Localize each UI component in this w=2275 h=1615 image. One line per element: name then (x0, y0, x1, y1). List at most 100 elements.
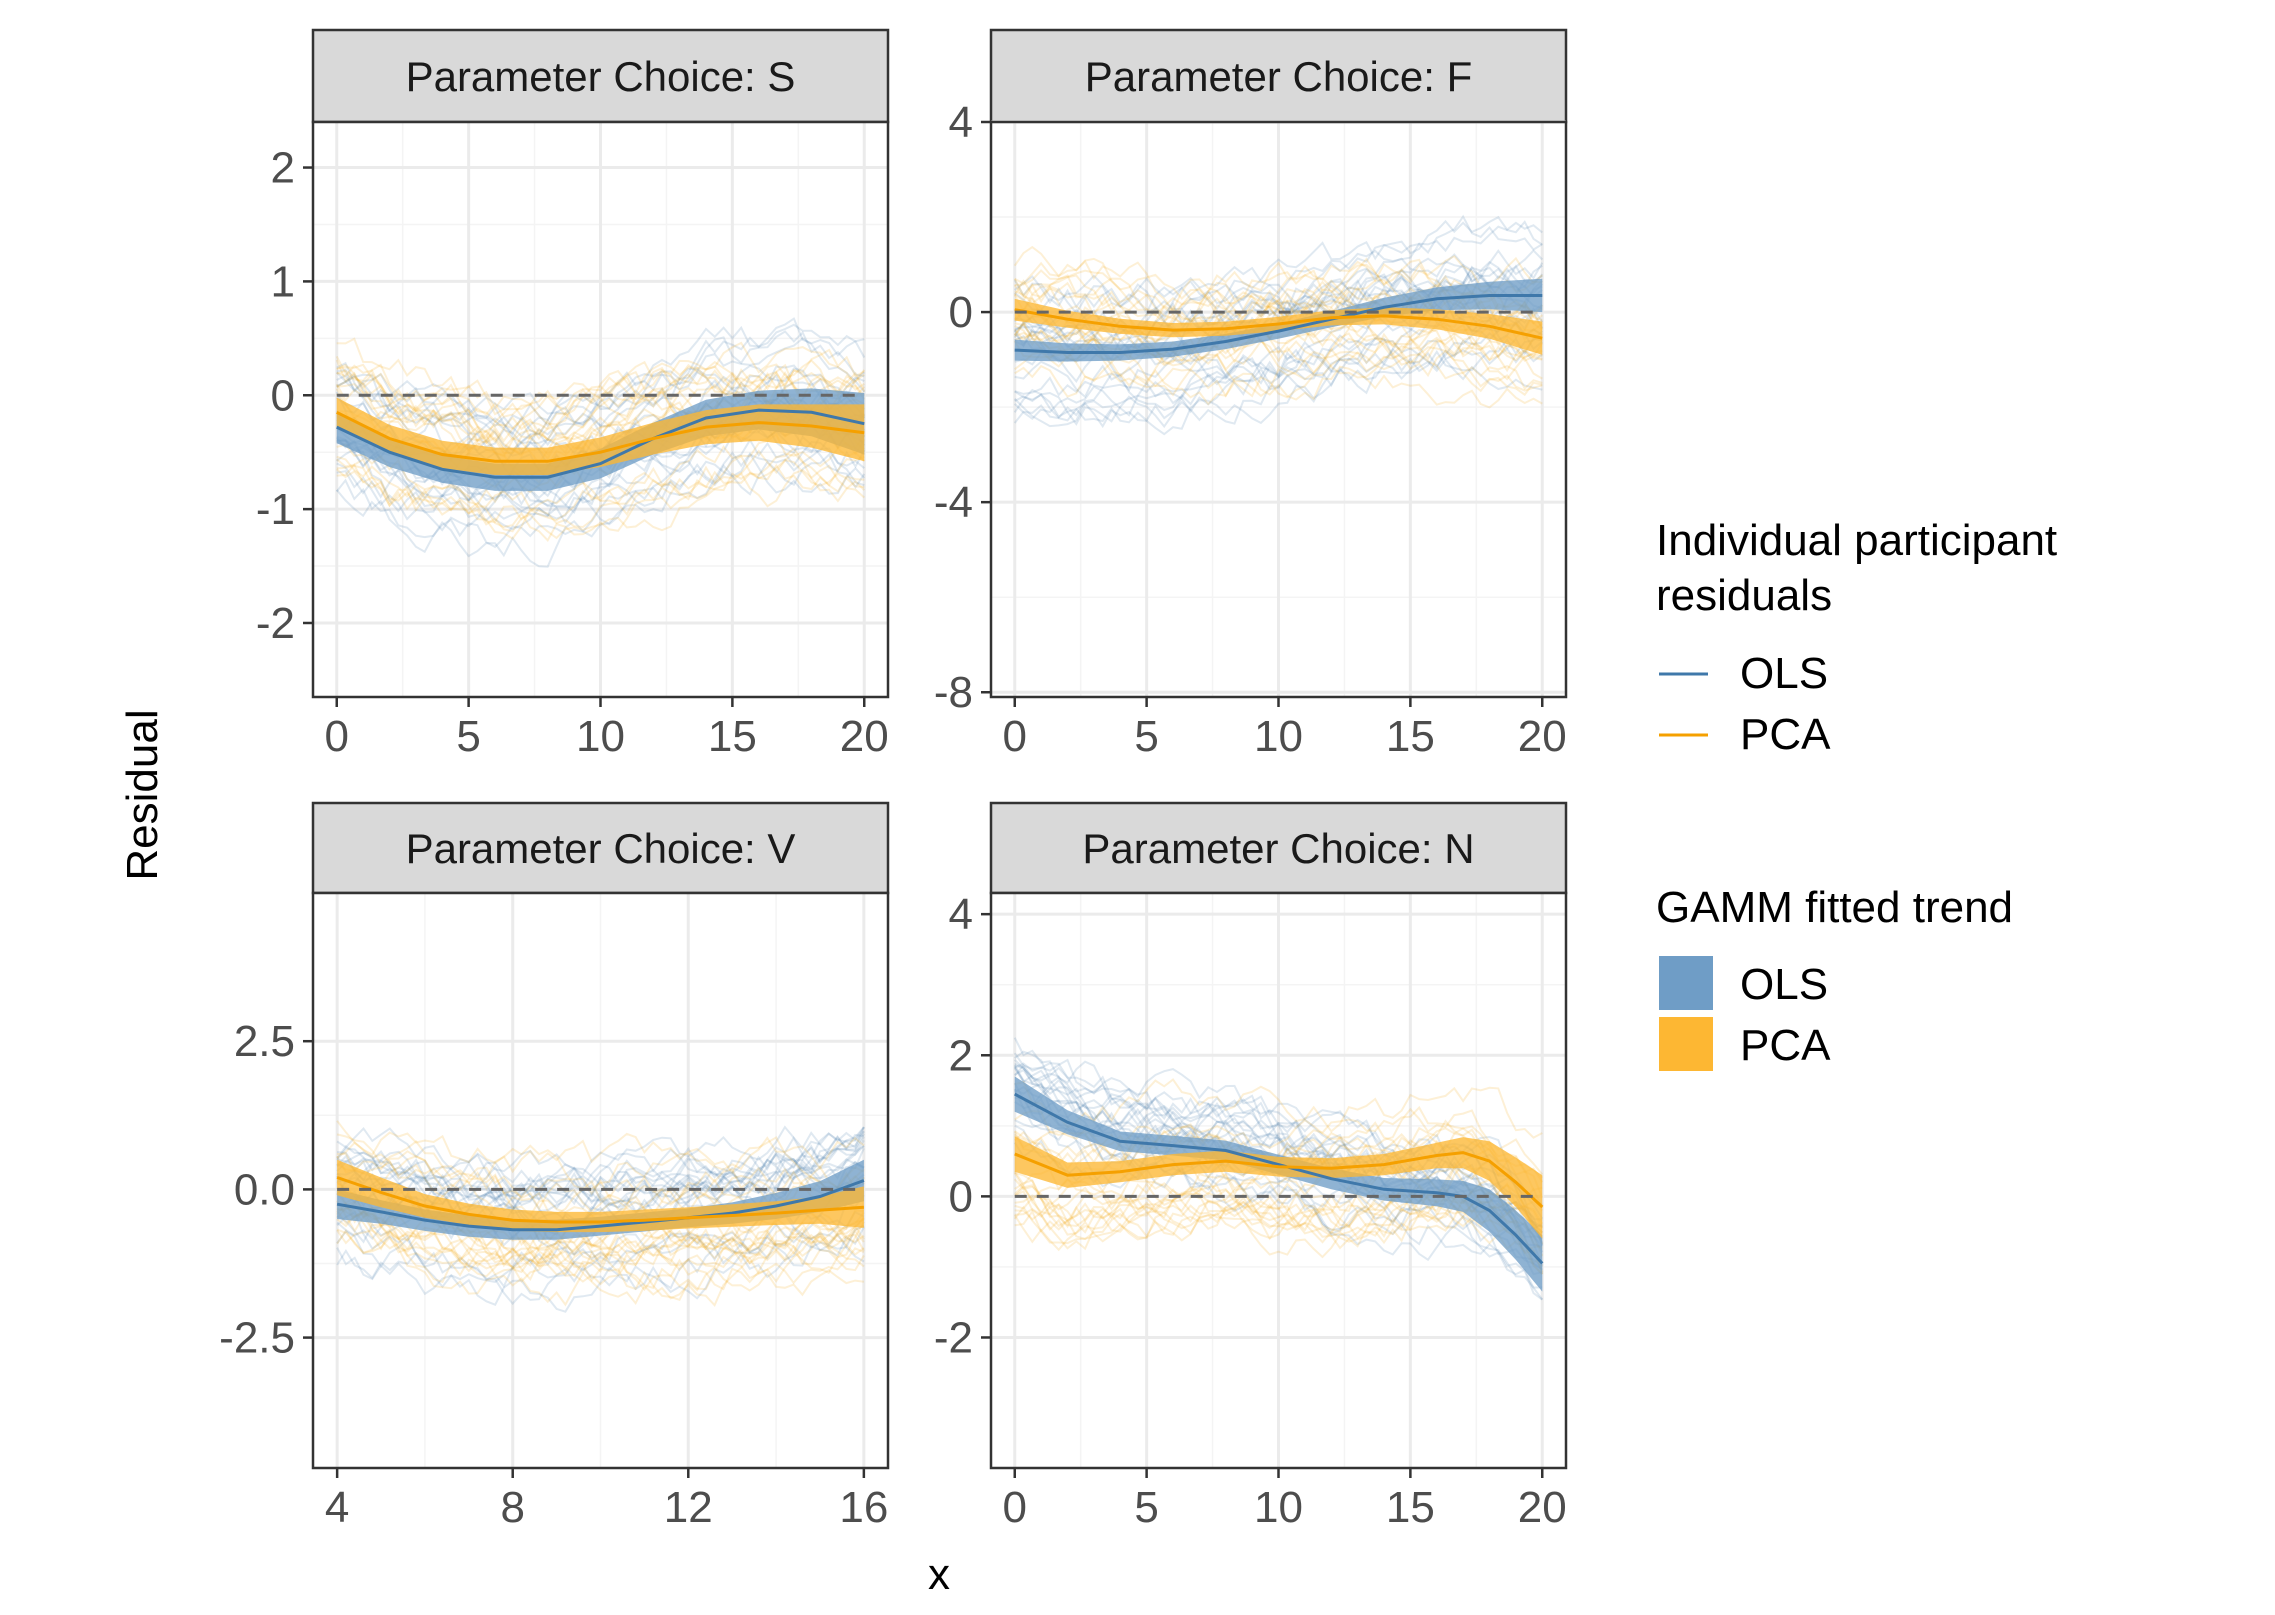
participant-residual-trace-ols (336, 1232, 865, 1313)
y-tick-label: -8 (934, 668, 973, 717)
participant-residual-trace-ols (335, 452, 866, 554)
y-tick-label: 0 (949, 288, 973, 337)
participant-residual-trace-pca (336, 1141, 865, 1215)
y-tick-label: 2 (949, 1031, 973, 1080)
legend: Individual participant residuals OLS PCA… (1656, 516, 2057, 1071)
panels-layer: Parameter Choice: S0 5 10 15 20-2-1012Parame… (219, 28, 1568, 1532)
panel-data (1013, 214, 1544, 436)
participant-residual-trace-pca (336, 1202, 865, 1282)
panel-2: Parameter Choice: F 0 5 10 15 20 -8 -4 0 4 (934, 28, 1568, 761)
participant-residual-trace-ols (336, 337, 866, 436)
x-tick-label: 5 (1134, 1483, 1158, 1532)
participant-residual-trace-ols (336, 364, 865, 455)
participant-residual-trace-ols (337, 1130, 865, 1205)
y-tick-label: 2.5 (234, 1017, 295, 1066)
participant-residual-trace-pca (336, 1228, 865, 1302)
participant-residual-trace-pca (1013, 245, 1543, 317)
participant-residual-trace-pca (336, 1120, 865, 1190)
participant-residual-trace-pca (336, 449, 865, 542)
participant-residual-trace-pca (1014, 258, 1543, 332)
participant-residual-trace-ols (1013, 358, 1543, 436)
participant-residual-trace-ols (336, 1125, 865, 1192)
x-tick-label: 20 (1518, 1483, 1567, 1532)
participant-residual-trace-pca (335, 363, 865, 456)
x-tick-label: 20 (1518, 712, 1567, 761)
x-tick-label: 4 (325, 1483, 349, 1532)
panel-4: Parameter Choice: N 0 5 10 15 20 -2 0 2 4 (934, 801, 1568, 1532)
x-tick-label: 0 (1002, 712, 1026, 761)
participant-residual-trace-ols (1014, 317, 1543, 425)
panel-1: Parameter Choice: S 0 5 10 15 20 -2 -1 0 1 2 (256, 28, 890, 761)
y-tick-label: -2 (934, 1313, 973, 1362)
panel-border (311, 891, 890, 1470)
gamm-fit-line-ols (1013, 1092, 1544, 1265)
participant-residual-trace-ols (336, 1224, 865, 1289)
participant-residual-trace-pca (1014, 1200, 1544, 1274)
participant-residual-trace-pca (1013, 1187, 1543, 1253)
gamm-ribbon-ols (1014, 1076, 1543, 1292)
participant-residual-trace-ols (336, 317, 865, 438)
participant-residual-trace-pca (336, 1228, 865, 1292)
participant-residual-trace-ols (1013, 340, 1543, 429)
facet-strip (989, 801, 1568, 895)
x-tick-label: 16 (839, 1483, 888, 1532)
participant-residual-trace-pca (335, 370, 865, 458)
participant-residual-trace-ols (336, 1126, 865, 1197)
participant-residual-trace-pca (335, 348, 865, 418)
participant-residual-trace-ols (1014, 215, 1543, 315)
gamm-fit-line-pca (336, 1176, 864, 1224)
participant-residual-trace-pca (336, 454, 865, 540)
facet-strip (989, 28, 1568, 124)
participant-residual-trace-pca (336, 1196, 865, 1274)
gamm-ribbon-pca (1014, 1136, 1543, 1239)
facet-strip-label: Parameter Choice: S (406, 53, 796, 100)
gamm-ribbon-ols (1014, 278, 1543, 362)
facet-strip (311, 28, 890, 124)
x-tick-label: 15 (708, 712, 757, 761)
participant-residual-trace-ols (336, 1136, 865, 1205)
participant-residual-trace-pca (336, 1228, 865, 1307)
participant-residual-trace-ols (335, 323, 866, 431)
participant-residual-trace-pca (336, 1207, 865, 1275)
participant-residual-trace-ols (335, 451, 866, 568)
facet-strip-label: Parameter Choice: N (1082, 825, 1474, 872)
legend-gamm-title: GAMM fitted trend (1656, 883, 2013, 932)
participant-residual-trace-pca (1014, 1173, 1543, 1233)
legend-pca-ribbon-key (1659, 1017, 1713, 1071)
y-tick-label: 4 (949, 98, 973, 147)
participant-residual-trace-pca (336, 363, 866, 431)
participant-residual-trace-ols (336, 1135, 865, 1185)
y-tick-label: 1 (271, 257, 295, 306)
participant-residual-trace-ols (1013, 249, 1544, 345)
legend-individual-title-line1: Individual participant (1656, 516, 2057, 565)
participant-residual-trace-ols (336, 1226, 865, 1306)
participant-residual-trace-ols (336, 330, 865, 426)
participant-residual-trace-ols (1014, 1062, 1544, 1253)
y-tick-label: 2 (271, 144, 295, 193)
panel-data (1013, 1037, 1544, 1301)
x-tick-label: 8 (500, 1483, 524, 1532)
y-tick-label: -2 (256, 599, 295, 648)
participant-residual-trace-ols (336, 1170, 865, 1230)
participant-residual-trace-ols (336, 1133, 865, 1206)
facet-strip (311, 801, 890, 895)
legend-ols-ribbon-key (1659, 956, 1713, 1010)
gamm-fit-line-pca (1014, 308, 1543, 340)
x-tick-label: 5 (456, 712, 480, 761)
gamm-fit-line-pca (336, 410, 865, 463)
participant-residual-trace-pca (336, 359, 866, 458)
participant-residual-trace-pca (336, 363, 866, 417)
y-tick-label: 0 (271, 371, 295, 420)
gamm-fit-line-pca (1014, 1151, 1544, 1209)
participant-residual-trace-ols (336, 1147, 865, 1218)
participant-residual-trace-pca (336, 1204, 865, 1286)
participant-residual-trace-ols (1014, 1068, 1543, 1206)
x-tick-label: 20 (840, 712, 889, 761)
x-tick-label: 0 (324, 712, 348, 761)
participant-residual-trace-pca (1014, 1187, 1544, 1273)
participant-residual-trace-pca (336, 337, 866, 426)
panel-data (335, 317, 866, 568)
participant-residual-trace-ols (336, 1133, 865, 1212)
gamm-fit-line-ols (336, 1179, 865, 1232)
